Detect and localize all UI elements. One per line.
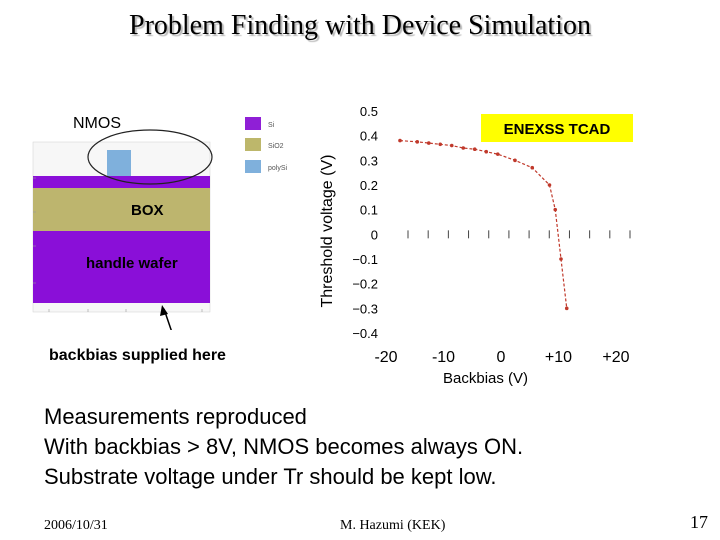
- device-axis-ticks: [33, 177, 203, 312]
- backbias-arrowhead: [160, 305, 168, 316]
- legend-polysi-swatch: [245, 160, 261, 173]
- data-point: [484, 149, 489, 154]
- chart-annotation: ENEXSS TCAD: [504, 121, 611, 138]
- device-cross-section: Si SiO2 polySi NMOS BOX handle wafer: [32, 115, 288, 330]
- data-point: [547, 183, 552, 187]
- y-tick-label: −0.4: [352, 326, 378, 341]
- backbias-arrow: [163, 308, 172, 330]
- y-tick-label: −0.3: [352, 301, 378, 316]
- y-tick-labels: 0.5 0.4 0.3 0.2 0.1 0 −0.1 −0.2 −0.3 −0.4: [352, 104, 378, 341]
- slide-title: Problem Finding with Device Simulation: [129, 10, 591, 41]
- legend-sio2-label: SiO2: [268, 143, 284, 150]
- page-number: 17: [690, 512, 708, 532]
- box-layer: [33, 188, 210, 231]
- data-point: [553, 207, 558, 212]
- footer-date: 2006/10/31: [44, 518, 108, 533]
- y-tick-label: 0.5: [360, 104, 378, 119]
- series-line: [399, 140, 568, 309]
- data-point: [461, 146, 466, 150]
- x-tick-label: +10: [545, 349, 572, 366]
- data-point: [438, 142, 443, 147]
- legend-polysi-label: polySi: [268, 165, 288, 172]
- x-tick-labels: -20 -10 0 +10 +20: [374, 349, 629, 366]
- data-point: [415, 140, 420, 144]
- zero-line-ticks: [407, 230, 631, 239]
- data-point: [449, 143, 454, 148]
- handle-wafer-label: handle wafer: [86, 255, 178, 272]
- bullet-1: Measurements reproduced: [44, 404, 307, 429]
- y-tick-label: −0.1: [352, 252, 378, 267]
- y-tick-label: 0.3: [360, 153, 378, 168]
- poly-gate: [107, 150, 131, 177]
- x-tick-label: -10: [432, 349, 455, 366]
- data-point: [559, 257, 563, 261]
- data-point: [495, 152, 500, 156]
- legend-si-label: Si: [268, 122, 275, 129]
- y-axis-label: Threshold voltage (V): [319, 155, 336, 308]
- y-tick-label: 0.4: [360, 129, 378, 144]
- data-point: [398, 138, 402, 143]
- handle-wafer-layer: [33, 231, 210, 303]
- vth-series: [398, 138, 569, 311]
- x-tick-label: +20: [602, 349, 629, 366]
- bullet-list: Measurements reproduced With backbias > …: [44, 402, 523, 492]
- bullet-2: With backbias > 8V, NMOS becomes always …: [44, 434, 524, 459]
- x-axis-label: Backbias (V): [443, 370, 529, 387]
- footer-author: M. Hazumi (KEK): [340, 518, 446, 533]
- box-label: BOX: [131, 202, 164, 219]
- legend-si-swatch: [245, 117, 261, 130]
- y-tick-label: 0.1: [360, 203, 378, 218]
- annotation-box: [481, 114, 633, 142]
- y-tick-label: −0.2: [352, 277, 378, 292]
- legend-sio2-swatch: [245, 138, 261, 151]
- data-point: [513, 158, 517, 163]
- y-tick-label: 0: [371, 227, 378, 242]
- si-layer: [33, 176, 210, 188]
- x-tick-label: -20: [374, 349, 397, 366]
- data-point: [530, 165, 535, 170]
- bullet-3: Substrate voltage under Tr should be kep…: [44, 464, 497, 489]
- threshold-chart: Threshold voltage (V) 0.5 0.4 0.3 0.2 0.1 0 −0…: [319, 104, 633, 366]
- backbias-note: backbias supplied here: [49, 347, 226, 364]
- data-point: [426, 141, 431, 145]
- nmos-highlight-ellipse: [87, 129, 213, 185]
- nmos-label: NMOS: [73, 115, 121, 132]
- x-tick-label: 0: [497, 349, 506, 366]
- y-tick-label: 0.2: [360, 178, 378, 193]
- data-point: [472, 147, 477, 152]
- data-point: [564, 306, 569, 311]
